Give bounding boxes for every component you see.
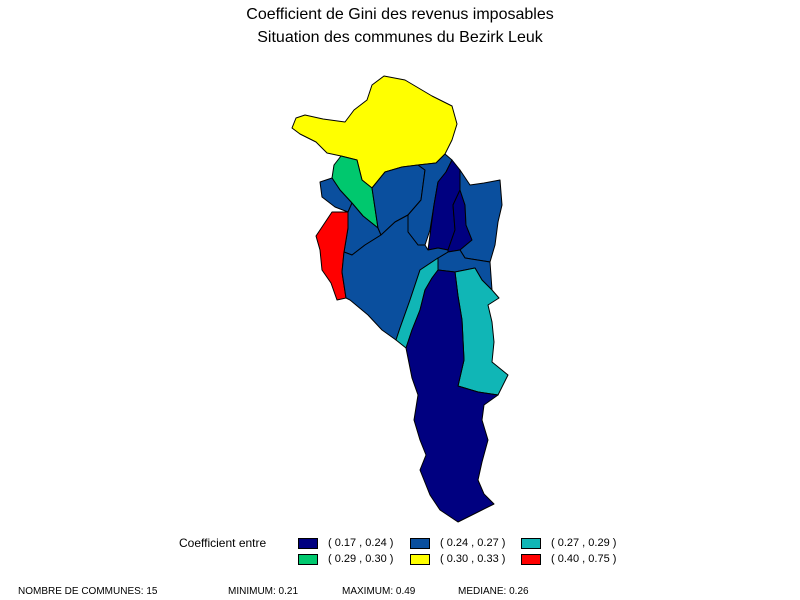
legend-title: Coefficient entre bbox=[179, 536, 267, 550]
legend-item: ( 0.17 , 0.24 ) bbox=[298, 537, 393, 549]
commune-count: NOMBRE DE COMMUNES: 15 bbox=[18, 586, 158, 597]
median-value: MEDIANE: 0.26 bbox=[458, 586, 529, 597]
legend-item: ( 0.29 , 0.30 ) bbox=[298, 553, 393, 565]
legend-item: ( 0.27 , 0.29 ) bbox=[521, 537, 616, 549]
legend-swatch bbox=[521, 553, 541, 565]
maximum-value: MAXIMUM: 0.49 bbox=[342, 586, 416, 597]
minimum-value: MINIMUM: 0.21 bbox=[228, 586, 299, 597]
legend-item: ( 0.30 , 0.33 ) bbox=[410, 553, 505, 565]
commune-region[interactable] bbox=[407, 153, 453, 246]
legend-swatch bbox=[298, 553, 318, 565]
commune-region[interactable] bbox=[315, 211, 349, 301]
map-subtitle: Situation des communes du Bezirk Leuk bbox=[257, 29, 543, 46]
commune-region[interactable] bbox=[459, 169, 503, 263]
legend-swatch bbox=[410, 553, 430, 565]
legend-swatch bbox=[521, 537, 541, 549]
commune-region[interactable] bbox=[319, 177, 353, 213]
legend-item: ( 0.40 , 0.75 ) bbox=[521, 553, 616, 565]
legend-item: ( 0.24 , 0.27 ) bbox=[410, 537, 505, 549]
map-title: Coefficient de Gini des revenus imposabl… bbox=[246, 6, 554, 23]
legend-swatch bbox=[410, 537, 430, 549]
legend-swatch bbox=[298, 537, 318, 549]
commune-region[interactable] bbox=[405, 269, 499, 523]
